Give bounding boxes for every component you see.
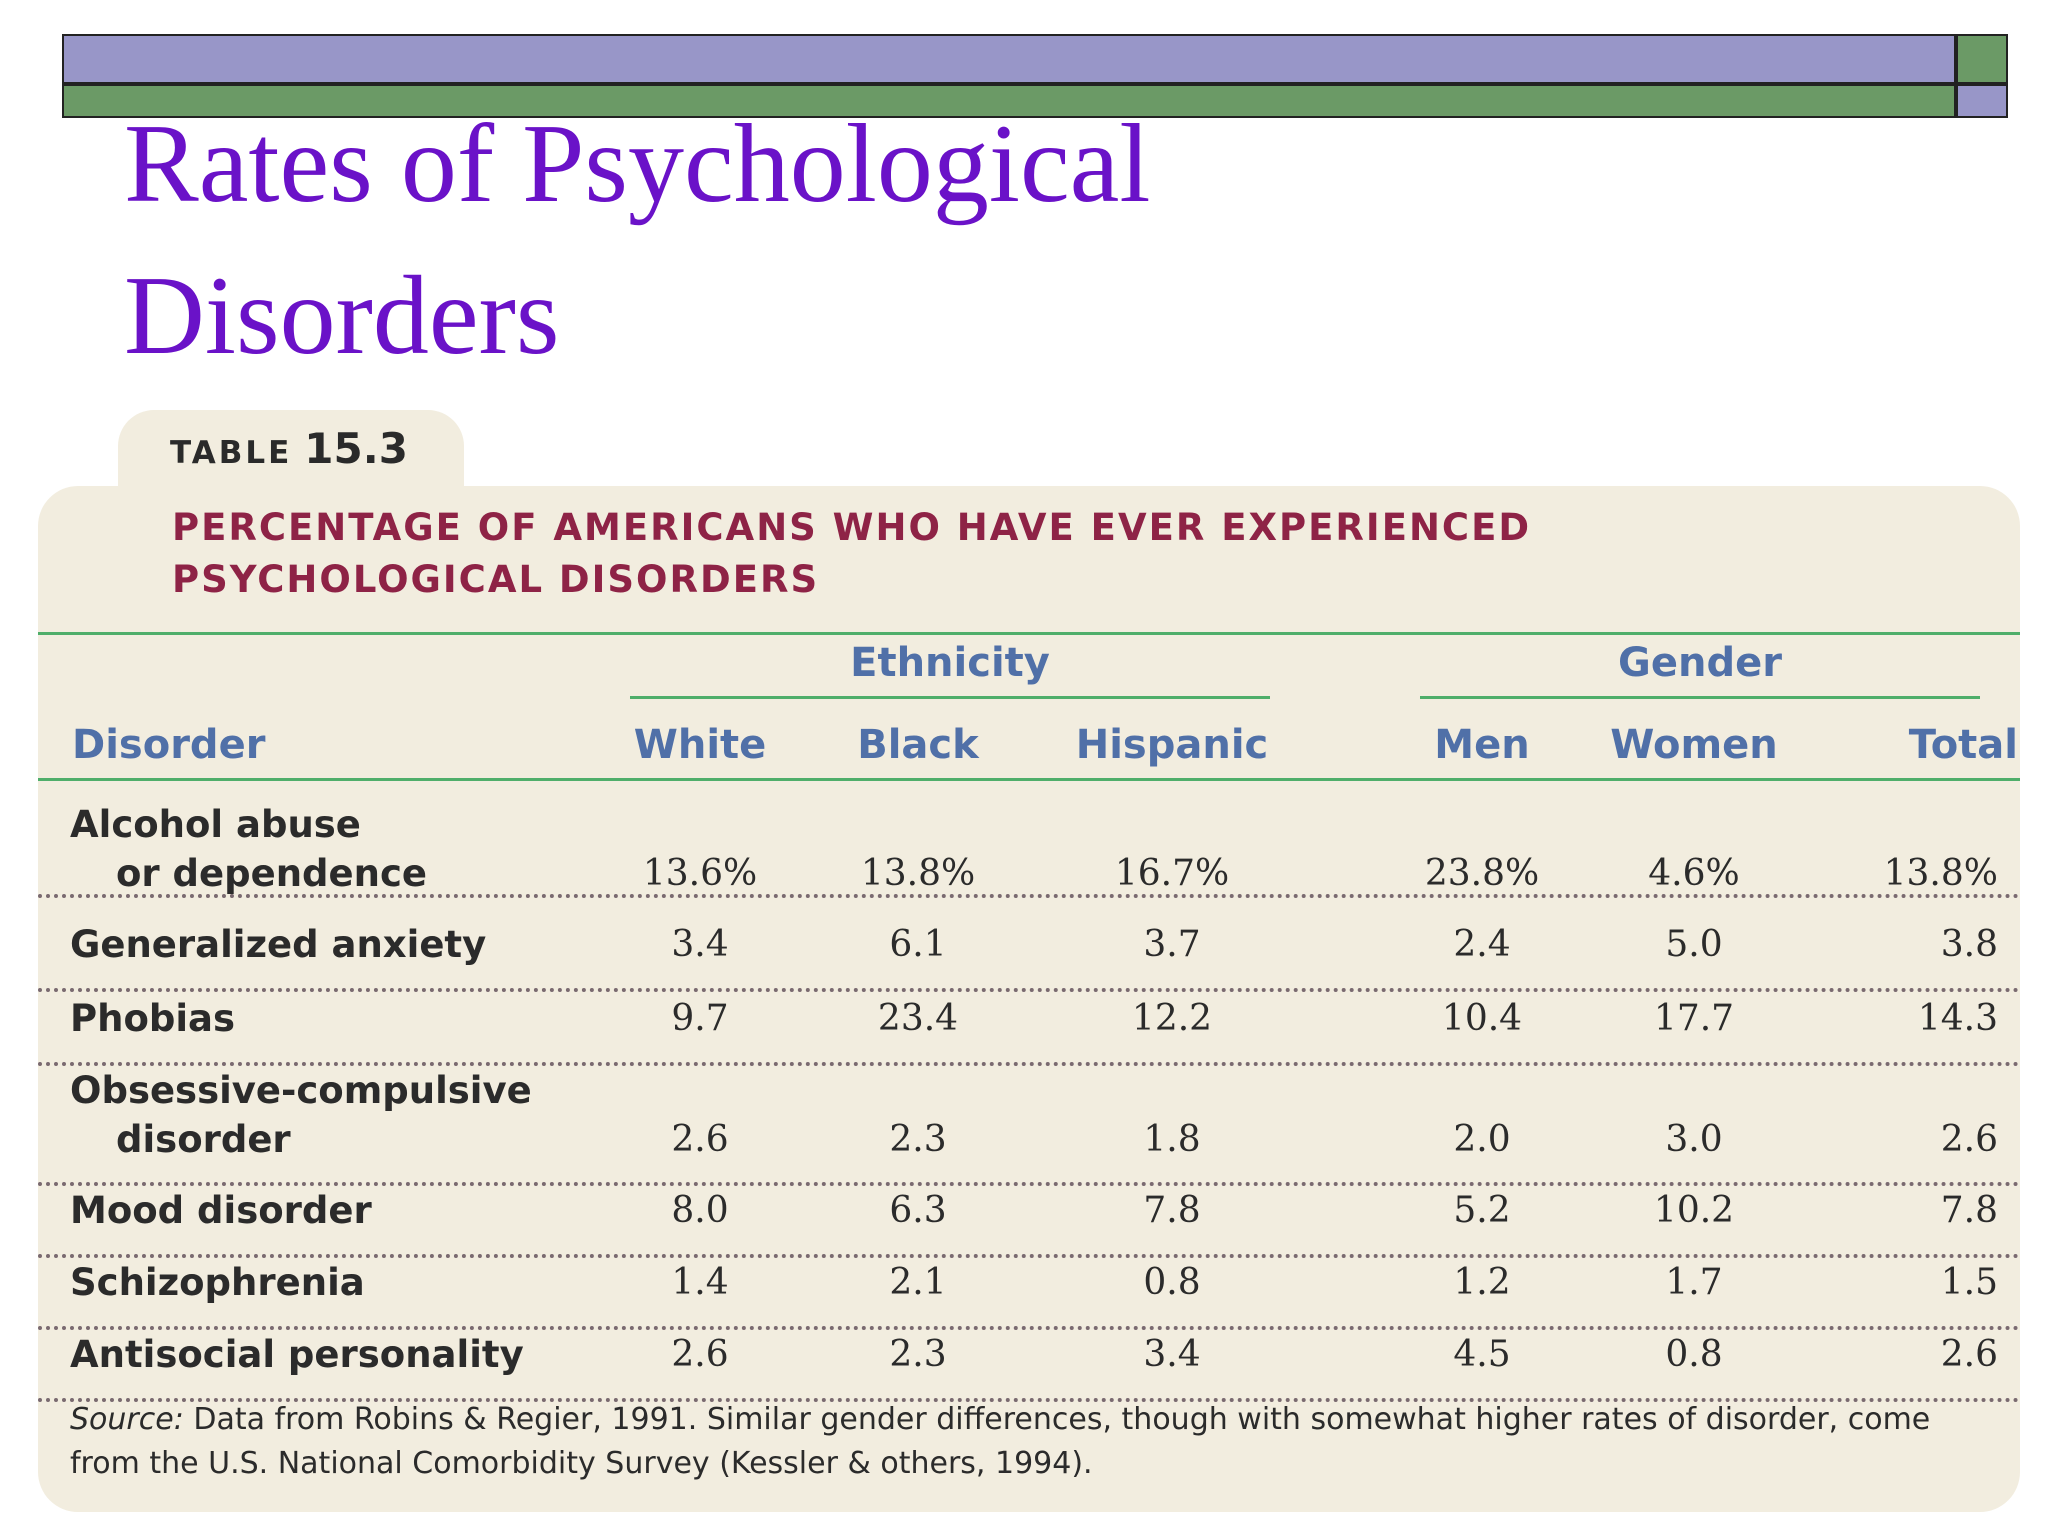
table-cell-men: 5.2 [1453,1190,1511,1231]
row-divider [38,1182,2020,1186]
table-cell-men: 23.8% [1424,853,1540,894]
row-label-line1: Alcohol abuse [70,803,361,846]
table-cell-white: 8.0 [671,1190,729,1231]
table-label-number: 15.3 [304,424,408,473]
table-cell-total: 1.5 [1940,1262,1998,1303]
table-cell-women: 17.7 [1653,998,1735,1039]
table-title-line1: PERCENTAGE OF AMERICANS WHO HAVE EVER EX… [172,506,1532,549]
row-label-line1: Generalized anxiety [70,923,487,966]
table-cell-women: 3.0 [1665,1119,1723,1160]
table-cell-hispanic: 3.4 [1143,1334,1201,1375]
table-cell-hispanic: 0.8 [1143,1262,1201,1303]
table-row-label: Antisocial personality [70,1330,524,1379]
table-card [38,486,2020,1512]
table-cell-women: 10.2 [1653,1190,1735,1231]
table-label-word: TABLE [170,435,293,471]
table-row-label: Alcohol abuse or dependence [70,800,427,898]
table-cell-women: 4.6% [1648,853,1740,894]
table-cell-black: 6.3 [889,1190,947,1231]
row-label-line2: or dependence [116,852,427,895]
table-cell-total: 2.6 [1940,1334,1998,1375]
table-title-line2: PSYCHOLOGICAL DISORDERS [172,558,820,601]
table-cell-women: 5.0 [1665,924,1723,965]
table-cell-white: 13.6% [642,853,758,894]
table-cell-white: 3.4 [671,924,729,965]
column-header-men: Men [1434,722,1530,768]
table-cell-black: 2.1 [889,1262,947,1303]
gender-rule [1420,696,1980,699]
table-title: PERCENTAGE OF AMERICANS WHO HAVE EVER EX… [172,502,1872,606]
column-header-total: Total [1908,722,2018,768]
table-cell-men: 10.4 [1441,998,1523,1039]
table-source-note: Source: Data from Robins & Regier, 1991.… [70,1398,2000,1486]
row-divider [38,1326,2020,1330]
row-label-line1: Schizophrenia [70,1261,365,1304]
row-divider [38,1398,2020,1402]
table-cell-total: 13.8% [1883,853,1998,894]
column-header-white: White [633,722,767,768]
header-bottom-rule [38,778,2020,781]
header-bar-green [62,84,1956,118]
table-cell-black: 2.3 [889,1119,947,1160]
row-label-line1: Antisocial personality [70,1333,524,1376]
table-cell-hispanic: 3.7 [1143,924,1201,965]
table-row-label: Mood disorder [70,1186,372,1235]
table-cell-white: 2.6 [671,1334,729,1375]
table-cell-total: 7.8 [1940,1190,1998,1231]
table-cell-black: 23.4 [877,998,959,1039]
table-cell-black: 6.1 [889,924,947,965]
table-cell-men: 2.0 [1453,1119,1511,1160]
table-cell-men: 4.5 [1453,1334,1511,1375]
row-label-line1: Mood disorder [70,1189,372,1232]
table-cell-total: 14.3 [1917,998,1998,1039]
column-header-women: Women [1610,722,1778,768]
table-cell-hispanic: 16.7% [1114,853,1230,894]
group-header-ethnicity: Ethnicity [850,640,1050,686]
table-row-label: Obsessive-compulsive disorder [70,1066,532,1164]
row-divider [38,1062,2020,1066]
table-cell-hispanic: 7.8 [1143,1190,1201,1231]
column-header-disorder: Disorder [72,722,266,768]
table-top-rule [38,632,2020,635]
table-cell-white: 9.7 [671,998,729,1039]
table-cell-white: 1.4 [671,1262,729,1303]
table-cell-total: 3.8 [1940,924,1998,965]
row-divider [38,894,2020,898]
ethnicity-rule [630,696,1270,699]
table-cell-white: 2.6 [671,1119,729,1160]
source-label: Source: [70,1402,184,1437]
column-header-black: Black [857,722,979,768]
row-label-line2: disorder [116,1118,291,1161]
table-cell-black: 2.3 [889,1334,947,1375]
column-header-hispanic: Hispanic [1075,722,1269,768]
table-row-label: Phobias [70,994,235,1043]
header-corner-green [1956,34,2008,84]
row-label-line1: Phobias [70,997,236,1040]
table-cell-women: 1.7 [1665,1262,1723,1303]
table-cell-hispanic: 12.2 [1131,998,1213,1039]
slide-title: Rates of Psychological Disorders [124,102,1151,378]
header-bar-blue [62,34,1956,84]
table-label: TABLE 15.3 [170,424,408,473]
table-cell-total: 2.6 [1940,1119,1998,1160]
table-row-label: Generalized anxiety [70,920,486,969]
header-corner-blue [1956,84,2008,118]
row-divider [38,988,2020,992]
row-label-line1: Obsessive-compulsive [70,1069,532,1112]
table-cell-black: 13.8% [860,853,976,894]
table-cell-men: 1.2 [1453,1262,1511,1303]
table-cell-men: 2.4 [1453,924,1511,965]
group-header-gender: Gender [1618,640,1782,686]
row-divider [38,1254,2020,1258]
table-cell-women: 0.8 [1665,1334,1723,1375]
source-text: Data from Robins & Regier, 1991. Similar… [70,1402,1931,1481]
table-row-label: Schizophrenia [70,1258,365,1307]
table-cell-hispanic: 1.8 [1143,1119,1201,1160]
